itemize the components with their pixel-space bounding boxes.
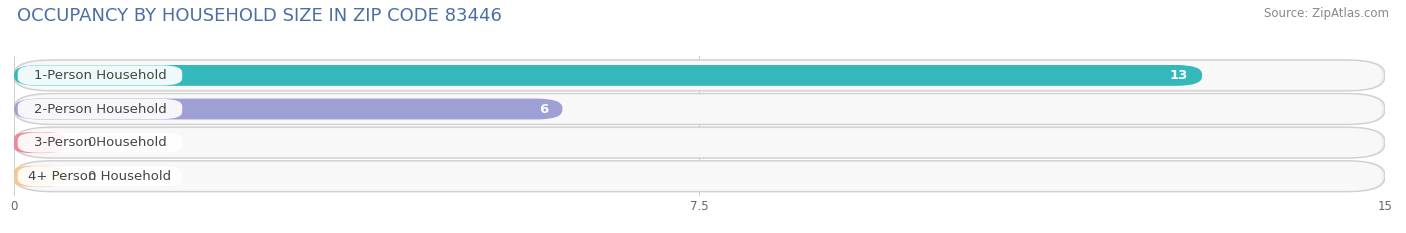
- Text: 1-Person Household: 1-Person Household: [34, 69, 166, 82]
- FancyBboxPatch shape: [18, 99, 183, 119]
- Text: 6: 6: [540, 103, 548, 116]
- FancyBboxPatch shape: [14, 60, 1385, 91]
- FancyBboxPatch shape: [14, 99, 562, 120]
- Text: 0: 0: [87, 170, 96, 183]
- FancyBboxPatch shape: [18, 166, 183, 186]
- FancyBboxPatch shape: [14, 127, 1385, 158]
- FancyBboxPatch shape: [14, 94, 1385, 124]
- FancyBboxPatch shape: [14, 132, 65, 153]
- FancyBboxPatch shape: [14, 166, 65, 187]
- Text: 4+ Person Household: 4+ Person Household: [28, 170, 172, 183]
- Text: 13: 13: [1170, 69, 1188, 82]
- FancyBboxPatch shape: [18, 133, 183, 153]
- Text: Source: ZipAtlas.com: Source: ZipAtlas.com: [1264, 7, 1389, 20]
- Text: 2-Person Household: 2-Person Household: [34, 103, 166, 116]
- Text: OCCUPANCY BY HOUSEHOLD SIZE IN ZIP CODE 83446: OCCUPANCY BY HOUSEHOLD SIZE IN ZIP CODE …: [17, 7, 502, 25]
- FancyBboxPatch shape: [17, 162, 1382, 191]
- FancyBboxPatch shape: [17, 95, 1382, 123]
- Text: 0: 0: [87, 136, 96, 149]
- FancyBboxPatch shape: [17, 128, 1382, 157]
- FancyBboxPatch shape: [14, 65, 1202, 86]
- FancyBboxPatch shape: [14, 161, 1385, 192]
- FancyBboxPatch shape: [18, 65, 183, 86]
- Text: 3-Person Household: 3-Person Household: [34, 136, 166, 149]
- FancyBboxPatch shape: [17, 61, 1382, 90]
